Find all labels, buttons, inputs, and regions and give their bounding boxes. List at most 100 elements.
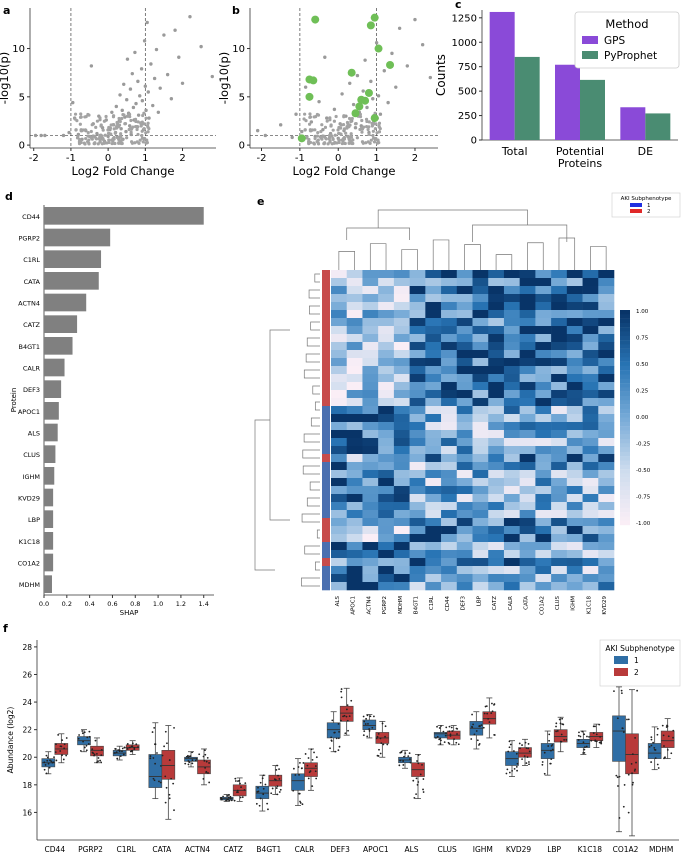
heatmap-cell bbox=[472, 302, 489, 311]
heatmap-cell bbox=[346, 350, 363, 359]
jitter-point bbox=[555, 725, 557, 728]
heatmap-cell bbox=[346, 510, 363, 519]
heatmap-cell bbox=[346, 446, 363, 455]
jitter-point bbox=[276, 793, 279, 796]
jitter-point bbox=[257, 786, 259, 789]
heatmap-cell bbox=[331, 334, 348, 343]
jitter-point bbox=[266, 802, 269, 805]
data-point bbox=[127, 113, 131, 117]
legend-box bbox=[611, 192, 681, 218]
y-tick-label: 1000 bbox=[452, 38, 477, 49]
heatmap-cell bbox=[472, 430, 489, 439]
jitter-point bbox=[521, 758, 523, 761]
heatmap-cell bbox=[566, 310, 583, 319]
row-group-bar bbox=[322, 294, 330, 303]
heatmap-cell bbox=[362, 350, 379, 359]
dendrogram-branch bbox=[305, 353, 320, 363]
shap-bar bbox=[44, 337, 73, 355]
row-group-bar bbox=[322, 310, 330, 319]
heatmap-cell bbox=[535, 318, 552, 327]
heatmap-cell bbox=[346, 518, 363, 527]
data-point bbox=[316, 141, 320, 145]
x-tick-label: Total bbox=[501, 145, 528, 158]
heatmap-cell bbox=[472, 310, 489, 319]
jitter-point bbox=[275, 787, 278, 789]
jitter-point bbox=[478, 744, 480, 746]
heatmap-cell bbox=[409, 270, 426, 279]
heatmap-cell bbox=[425, 270, 442, 279]
jitter-point bbox=[421, 763, 423, 766]
heatmap-cell bbox=[503, 302, 520, 311]
heatmap-cell bbox=[346, 438, 363, 447]
heatmap-cell bbox=[519, 470, 536, 479]
heatmap-cell bbox=[488, 550, 505, 559]
jitter-point bbox=[198, 753, 201, 756]
heatmap-cell bbox=[551, 550, 568, 559]
jitter-point bbox=[337, 737, 340, 740]
row-group-bar bbox=[322, 422, 330, 431]
x-tick-label: 0.4 bbox=[84, 600, 94, 608]
jitter-point bbox=[164, 730, 167, 733]
jitter-point bbox=[240, 786, 242, 789]
data-point bbox=[336, 128, 340, 132]
row-group-bar bbox=[322, 334, 330, 343]
jitter-point bbox=[449, 735, 452, 737]
panel-label-d: d bbox=[5, 190, 13, 203]
jitter-point bbox=[407, 755, 410, 758]
jitter-point bbox=[340, 719, 342, 722]
jitter-point bbox=[229, 797, 232, 800]
heatmap-cell bbox=[551, 270, 568, 279]
heatmap-cell bbox=[582, 318, 599, 327]
jitter-point bbox=[443, 741, 446, 744]
heatmap-cell bbox=[503, 502, 520, 511]
heatmap-cell bbox=[535, 526, 552, 535]
heatmap-cell bbox=[346, 374, 363, 383]
heatmap-cell bbox=[551, 574, 568, 583]
heatmap-cell bbox=[425, 342, 442, 351]
heatmap-cell bbox=[472, 278, 489, 287]
jitter-point bbox=[344, 732, 347, 735]
heatmap-cell bbox=[409, 302, 426, 311]
jitter-point bbox=[627, 773, 630, 776]
heatmap-cell bbox=[456, 494, 473, 503]
data-point bbox=[330, 142, 334, 146]
boxplot-pgrp2-group1 bbox=[77, 729, 91, 753]
jitter-point bbox=[276, 785, 279, 788]
heatmap-cell bbox=[503, 454, 520, 463]
heatmap-cell bbox=[598, 350, 615, 359]
data-point bbox=[360, 118, 364, 123]
data-point bbox=[113, 131, 117, 135]
jitter-point bbox=[300, 767, 303, 770]
heatmap-cell bbox=[362, 478, 379, 487]
heatmap-cell bbox=[378, 454, 395, 463]
column-label: K1C18 bbox=[586, 596, 592, 614]
data-point bbox=[317, 99, 321, 104]
x-axis-label: Log2 Fold Change bbox=[72, 164, 175, 178]
jitter-point bbox=[48, 766, 51, 769]
data-point bbox=[144, 116, 148, 120]
jitter-point bbox=[656, 763, 659, 766]
legend-label: 2 bbox=[634, 668, 639, 677]
heatmap-cell bbox=[551, 286, 568, 295]
jitter-point bbox=[523, 755, 526, 758]
heatmap-cell bbox=[362, 390, 379, 399]
jitter-point bbox=[159, 781, 162, 784]
jitter-point bbox=[334, 750, 337, 753]
heatmap-cell bbox=[441, 406, 458, 415]
heatmap-cell bbox=[362, 494, 379, 503]
y-tick-label: 10 bbox=[232, 44, 245, 55]
jitter-point bbox=[160, 765, 162, 767]
boxplot-kvd29-group2 bbox=[518, 738, 532, 766]
jitter-point bbox=[556, 730, 559, 732]
heatmap-cell bbox=[346, 414, 363, 423]
jitter-point bbox=[598, 723, 601, 726]
data-point bbox=[151, 103, 155, 108]
jitter-point bbox=[262, 774, 265, 777]
y-tick-label: CATZ bbox=[23, 321, 40, 329]
colorbar: 1.000.750.500.250.00-0.25-0.50-0.75-1.00 bbox=[620, 309, 651, 527]
colorbar-segment bbox=[620, 503, 630, 508]
data-point bbox=[326, 142, 330, 146]
highlighted-point bbox=[374, 44, 383, 53]
heatmap-cell bbox=[331, 270, 348, 279]
data-point bbox=[89, 64, 94, 68]
